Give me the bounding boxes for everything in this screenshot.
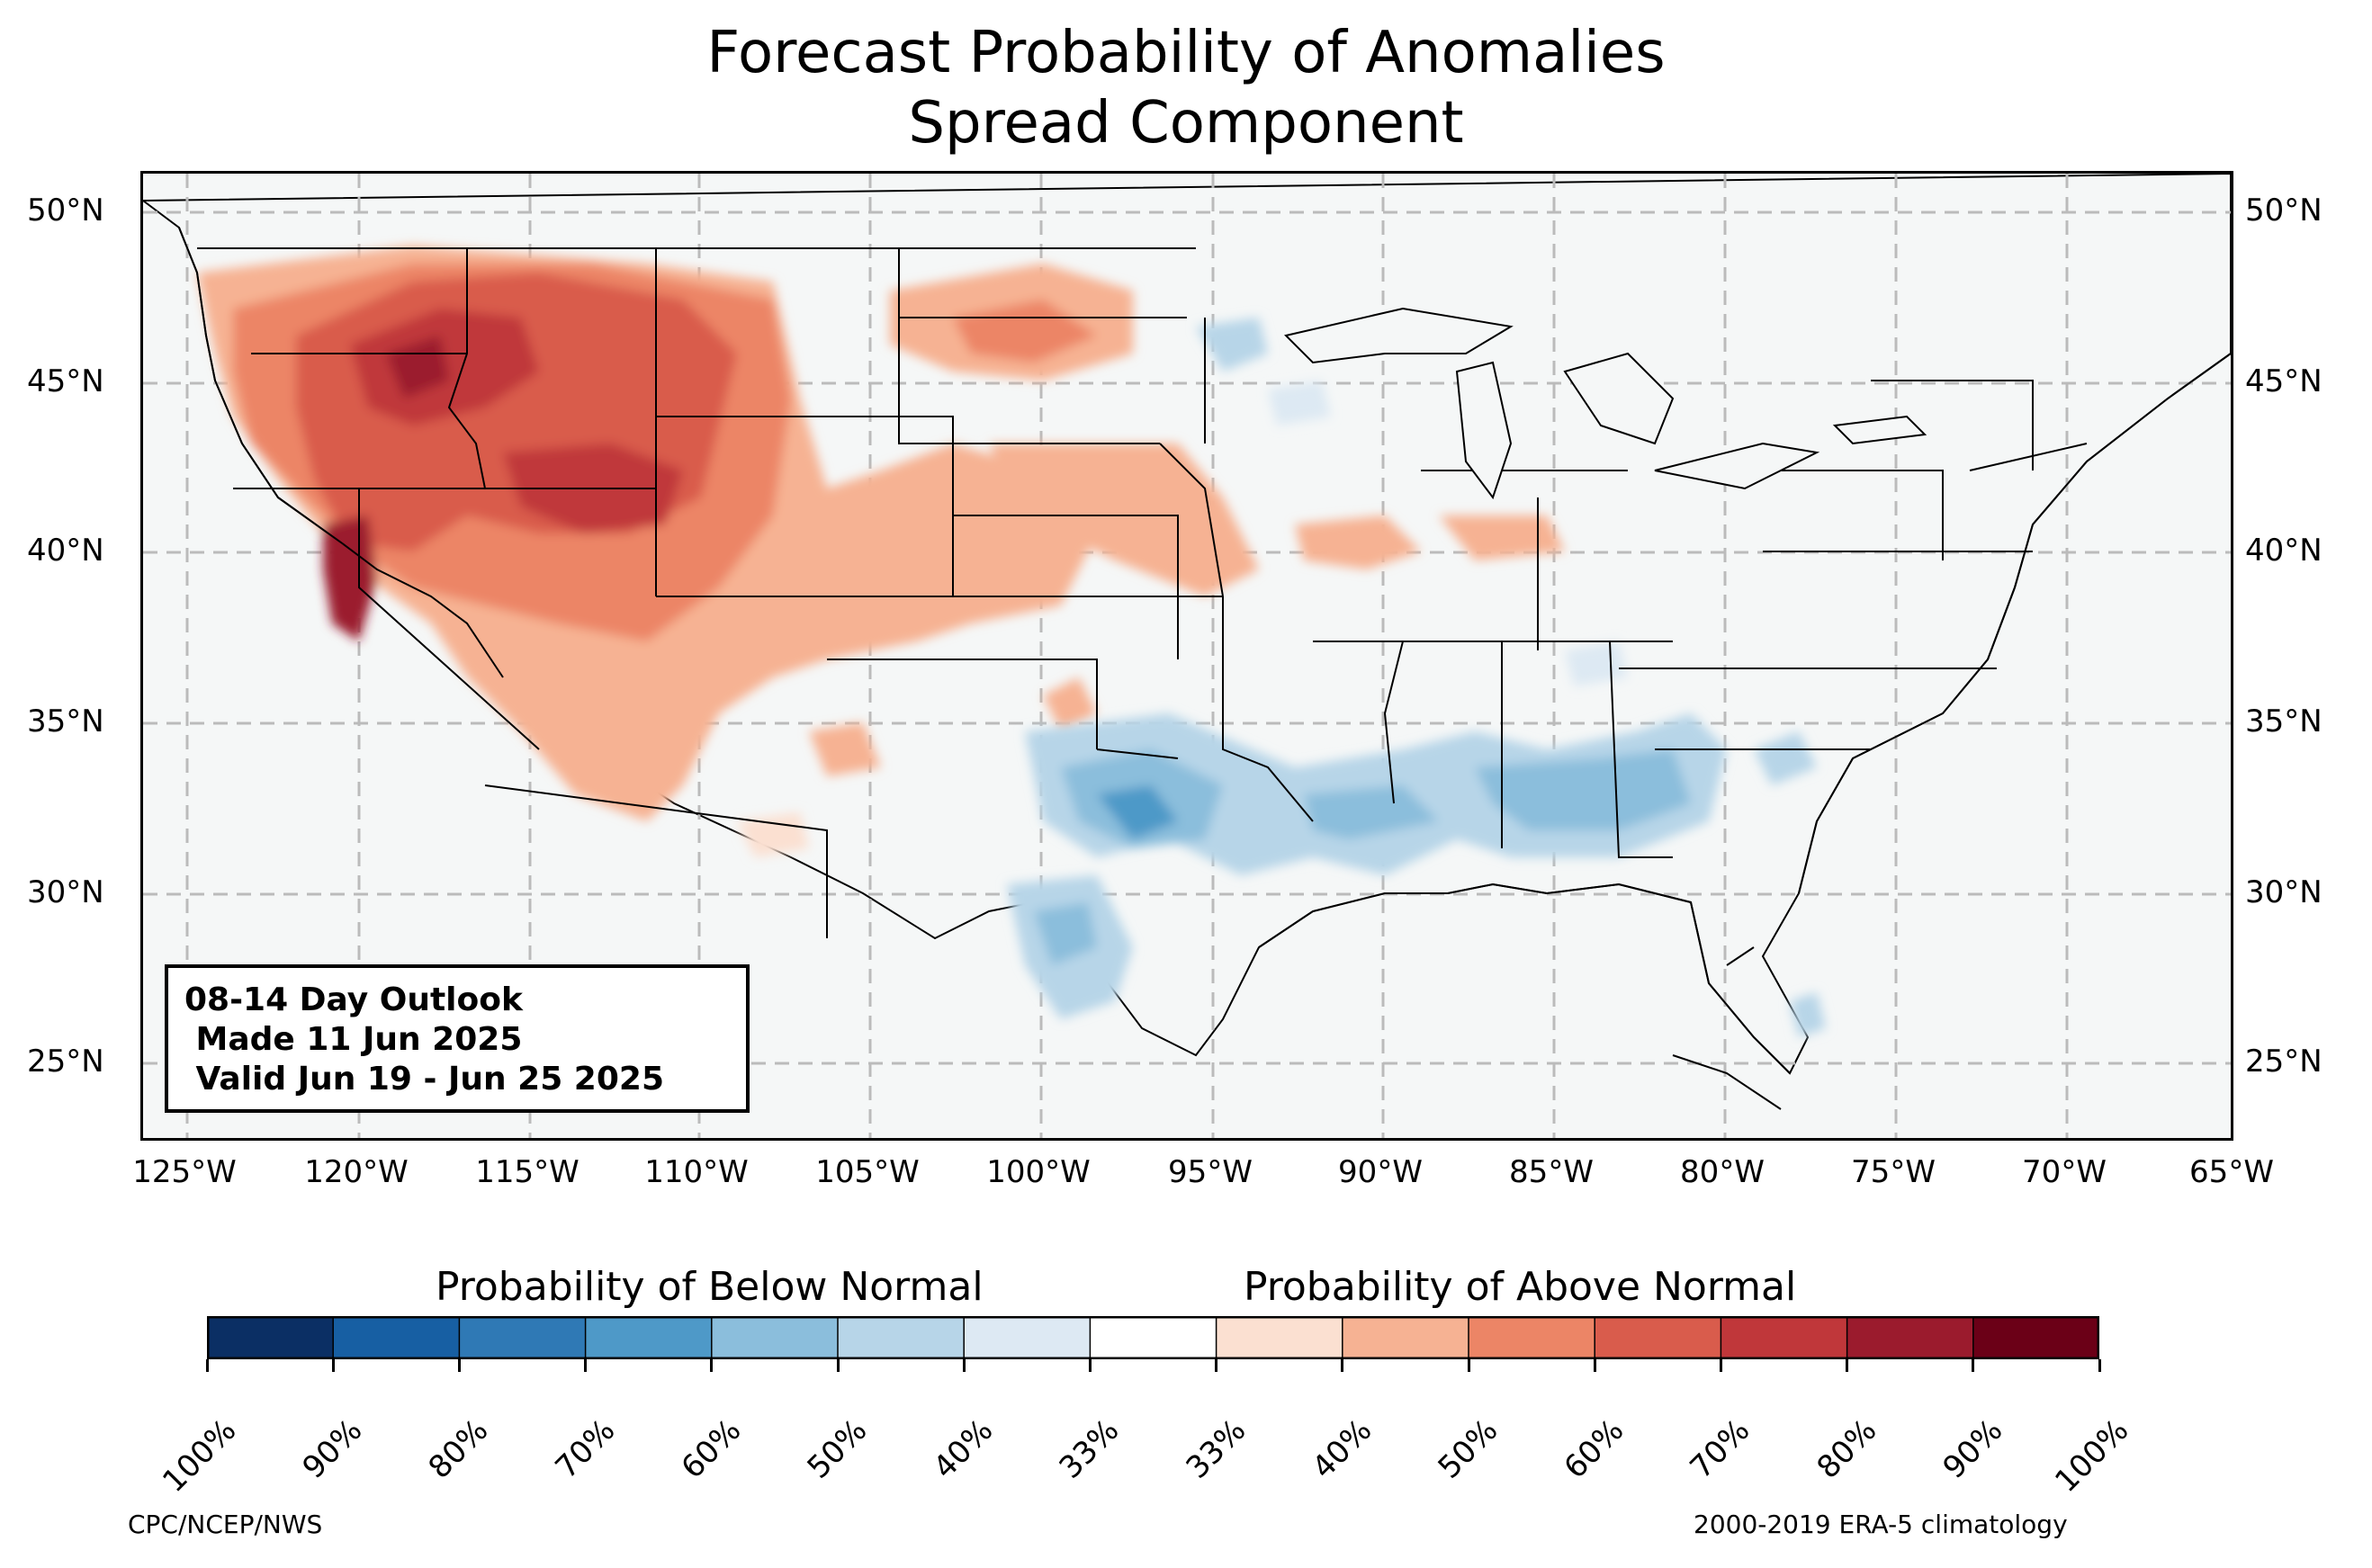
colorbar-segment: [711, 1316, 839, 1359]
lat-label-left-25: 25°N: [27, 1044, 104, 1080]
colorbar-tick-label: 80%: [1810, 1412, 1883, 1486]
colorbar-tick-label: 40%: [1305, 1412, 1379, 1486]
colorbar-tick-label: 70%: [548, 1412, 622, 1486]
state-boundaries: [197, 247, 2088, 938]
colorbar-tick-label: 90%: [295, 1412, 370, 1486]
colorbar-tick-label: 60%: [674, 1412, 749, 1486]
colorbar-tick-label: 33%: [1179, 1412, 1253, 1486]
colorbar-tick-mark: [331, 1359, 335, 1372]
lat-label-left-45: 45°N: [27, 363, 104, 399]
lon-label-75w: 75°W: [1851, 1154, 1936, 1190]
colorbar-tick-label: 50%: [1431, 1412, 1505, 1486]
lat-label-right-35: 35°N: [2245, 703, 2323, 739]
colorbar-tick-mark: [962, 1359, 966, 1372]
info-line-2: Made 11 Jun 2025: [184, 1021, 523, 1058]
lat-label-left-30: 30°N: [27, 874, 104, 910]
colorbar-segment: [1216, 1316, 1343, 1359]
lat-label-right-45: 45°N: [2245, 363, 2323, 399]
map-title: Forecast Probability of Anomalies Spread…: [0, 18, 2372, 158]
colorbar-tick-mark: [1088, 1359, 1092, 1372]
below-normal-label: Probability of Below Normal: [436, 1264, 984, 1310]
colorbar-tick-mark: [1467, 1359, 1470, 1372]
colorbar-tick-mark: [710, 1359, 714, 1372]
lon-label-115w: 115°W: [475, 1154, 580, 1190]
colorbar-tick-mark: [1593, 1359, 1596, 1372]
colorbar-tick-label: 60%: [1557, 1412, 1631, 1486]
lat-label-left-35: 35°N: [27, 703, 104, 739]
colorbar-segment: [1721, 1316, 1848, 1359]
map-panel[interactable]: [140, 171, 2233, 1141]
coastlines: [178, 227, 2231, 1110]
lon-label-80w: 80°W: [1680, 1154, 1765, 1190]
colorbar-segment: [585, 1316, 713, 1359]
lat-label-right-30: 30°N: [2245, 874, 2323, 910]
colorbar-segment: [964, 1316, 1091, 1359]
colorbar-tick-mark: [1972, 1359, 1975, 1372]
colorbar-tick-mark: [1846, 1359, 1849, 1372]
lon-label-120w: 120°W: [304, 1154, 409, 1190]
above-normal-label: Probability of Above Normal: [1244, 1264, 1797, 1310]
lon-label-125w: 125°W: [132, 1154, 237, 1190]
colorbar-tick-mark: [1719, 1359, 1722, 1372]
colorbar-segment: [1090, 1316, 1217, 1359]
lat-label-right-25: 25°N: [2245, 1044, 2323, 1080]
colorbar-tick-label: 40%: [926, 1412, 1001, 1486]
colorbar-segment: [1595, 1316, 1721, 1359]
colorbar-tick-mark: [836, 1359, 840, 1372]
colorbar-tick-mark: [1341, 1359, 1344, 1372]
colorbar-segment: [207, 1316, 334, 1359]
colorbar-tick-label: 70%: [1683, 1412, 1757, 1486]
colorbar-segment: [333, 1316, 460, 1359]
below-normal-shading: [1007, 318, 1826, 1037]
title-line-1: Forecast Probability of Anomalies: [706, 20, 1666, 86]
lon-label-70w: 70°W: [2022, 1154, 2107, 1190]
colorbar-segment: [459, 1316, 587, 1359]
colorbar-segment: [1846, 1316, 1974, 1359]
lon-label-85w: 85°W: [1509, 1154, 1594, 1190]
colorbar-tick-label: 90%: [1936, 1412, 2010, 1486]
lon-label-65w: 65°W: [2189, 1154, 2274, 1190]
colorbar-tick-label: 50%: [800, 1412, 875, 1486]
colorbar-segment: [838, 1316, 965, 1359]
colorbar-tick-label: 100%: [156, 1412, 244, 1501]
lat-label-left-40: 40°N: [27, 533, 104, 569]
lat-label-left-50: 50°N: [27, 193, 104, 228]
lon-label-105w: 105°W: [815, 1154, 920, 1190]
colorbar-tick-mark: [1215, 1359, 1218, 1372]
colorbar-tick-label: 100%: [2048, 1412, 2136, 1501]
colorbar-tick-label: 33%: [1052, 1412, 1127, 1486]
lat-label-right-40: 40°N: [2245, 533, 2323, 569]
colorbar-tick-mark: [457, 1359, 461, 1372]
colorbar-segment: [1342, 1316, 1469, 1359]
colorbar-tick-label: 80%: [421, 1412, 496, 1486]
lon-label-100w: 100°W: [986, 1154, 1091, 1190]
probability-colorbar: [207, 1316, 2099, 1359]
colorbar-tick-mark: [584, 1359, 588, 1372]
great-lakes: [1284, 307, 1927, 500]
colorbar-frame: [207, 1316, 2099, 1359]
footer-credit: CPC/NCEP/NWS: [128, 1510, 323, 1539]
lon-label-95w: 95°W: [1168, 1154, 1253, 1190]
info-line-1: 08-14 Day Outlook: [184, 981, 523, 1018]
colorbar-tick-mark: [205, 1359, 209, 1372]
colorbar-tick-mark: [2098, 1359, 2101, 1372]
lon-label-90w: 90°W: [1338, 1154, 1423, 1190]
footer-climatology: 2000-2019 ERA-5 climatology: [1694, 1510, 2068, 1539]
colorbar-segment: [1972, 1316, 2099, 1359]
lon-label-110w: 110°W: [644, 1154, 749, 1190]
colorbar-segment: [1469, 1316, 1595, 1359]
lat-label-right-50: 50°N: [2245, 193, 2323, 228]
info-line-3: Valid Jun 19 - Jun 25 2025: [184, 1061, 665, 1098]
outlook-info-box: 08-14 Day Outlook Made 11 Jun 2025 Valid…: [165, 964, 750, 1113]
title-line-2: Spread Component: [908, 90, 1464, 157]
